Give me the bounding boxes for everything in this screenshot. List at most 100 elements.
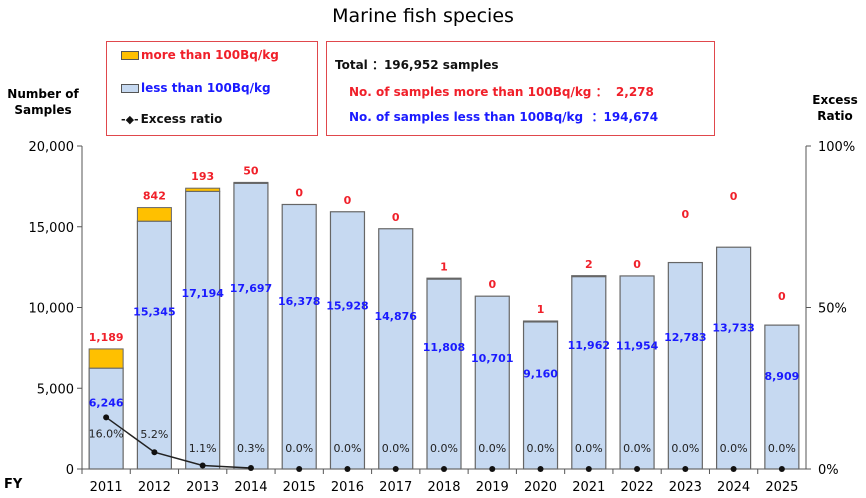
- bar-label-less: 11,962: [568, 339, 610, 352]
- bar-label-less: 17,194: [181, 287, 224, 300]
- bar-more: [233, 181, 269, 184]
- bar-less: [378, 228, 414, 470]
- bar-less: [185, 190, 221, 470]
- bar-label-more: 1: [537, 303, 545, 316]
- legend-swatch-less: [121, 83, 139, 93]
- bar-less: [136, 220, 172, 470]
- bar-label-more: 193: [191, 170, 214, 183]
- bar-label-more: 50: [243, 164, 259, 177]
- bar-more: [185, 187, 221, 192]
- ratio-point: [730, 466, 737, 472]
- y-tick-label: 0: [66, 463, 74, 478]
- ratio-point: [634, 466, 641, 472]
- legend: more than 100Bq/kg less than 100Bq/kg -◆…: [106, 41, 318, 136]
- x-tick-label: 2018: [427, 480, 460, 495]
- ratio-label: 0.0%: [430, 442, 458, 455]
- ratio-label: 0.0%: [382, 442, 410, 455]
- ratio-point: [585, 466, 592, 472]
- x-tick-label: 2019: [476, 480, 509, 495]
- ratio-label: 0.0%: [671, 442, 699, 455]
- bar-less: [281, 203, 317, 470]
- y-axis-label: Number of Samples: [7, 87, 79, 117]
- ratio-point: [537, 466, 544, 472]
- x-tick-label: 2012: [138, 480, 171, 495]
- ratio-point: [199, 462, 206, 469]
- bar-less: [426, 277, 462, 470]
- ratio-point: [344, 466, 351, 472]
- ratio-label: 0.0%: [768, 442, 796, 455]
- bar-label-less: 9,160: [523, 367, 558, 380]
- x-tick-label: 2015: [283, 480, 316, 495]
- ratio-label: 0.0%: [623, 442, 651, 455]
- x-tick-label: 2011: [90, 480, 123, 495]
- summary-more: No. of samples more than 100Bq/kg ： 2,27…: [349, 85, 654, 99]
- bar-less: [667, 261, 703, 470]
- bar-label-more: 2: [585, 258, 593, 271]
- bar-less: [233, 182, 269, 470]
- y-tick-label: 15,000: [29, 221, 75, 236]
- ratio-point: [441, 466, 447, 472]
- bar-label-more: 0: [488, 278, 496, 291]
- y-tick-label: 20,000: [29, 140, 75, 155]
- bar-label-less: 6,246: [89, 396, 124, 409]
- bar-more: [523, 320, 559, 323]
- bar-more: [136, 207, 172, 222]
- bar-label-less: 11,954: [616, 339, 659, 352]
- y-tick-label: 5,000: [37, 382, 74, 397]
- bar-label-more: 0: [633, 258, 641, 271]
- summary-box: Total ：196,952 samples No. of samples mo…: [326, 41, 715, 136]
- bar-less: [474, 295, 510, 470]
- legend-label: more than 100Bq/kg: [141, 48, 279, 62]
- ratio-label: 0.0%: [720, 442, 748, 455]
- bar-less: [571, 275, 607, 470]
- bar-label-more: 0: [682, 208, 690, 221]
- legend-item-more: more than 100Bq/kg: [121, 48, 279, 62]
- bar-label-less: 16,378: [278, 295, 320, 308]
- bar-label-more: 1: [440, 260, 448, 273]
- x-tick-label: 2016: [331, 480, 364, 495]
- legend-item-ratio: -◆- Excess ratio: [121, 112, 222, 126]
- y2-axis-label: Excess Ratio: [812, 93, 858, 123]
- legend-label: Excess ratio: [140, 112, 223, 126]
- bar-more: [426, 277, 462, 280]
- x-tick-label: 2024: [717, 480, 750, 495]
- bar-less: [764, 324, 800, 470]
- x-tick-label: 2013: [186, 480, 219, 495]
- chart-title: Marine fish species: [332, 5, 514, 27]
- ratio-label: 0.0%: [285, 442, 313, 455]
- legend-label: less than 100Bq/kg: [141, 81, 271, 95]
- bar-label-more: 0: [730, 190, 738, 203]
- ratio-label: 16.0%: [89, 427, 124, 440]
- bar-more: [571, 275, 607, 278]
- x-tick-label: 2017: [379, 480, 412, 495]
- bar-label-more: 0: [392, 211, 400, 224]
- summary-less: No. of samples less than 100Bq/kg ：194,6…: [349, 110, 659, 124]
- ratio-label: 0.0%: [478, 442, 506, 455]
- bar-label-more: 0: [778, 290, 786, 303]
- ratio-line: [105, 416, 251, 469]
- bar-label-less: 12,783: [664, 331, 706, 344]
- y2-tick-label: 100%: [818, 140, 855, 155]
- x-axis-label: FY: [4, 477, 23, 492]
- ratio-label: 5.2%: [140, 428, 168, 441]
- bar-label-less: 14,876: [375, 310, 418, 323]
- bar-label-less: 15,345: [133, 305, 175, 318]
- x-tick-label: 2022: [621, 480, 654, 495]
- y2-tick-label: 0%: [818, 463, 839, 478]
- summary-total: Total ：196,952 samples: [335, 58, 499, 72]
- bar-label-less: 15,928: [326, 300, 368, 313]
- ratio-point: [247, 465, 254, 472]
- ratio-point: [682, 466, 689, 472]
- ratio-point: [489, 466, 496, 472]
- legend-swatch-more: [121, 50, 139, 60]
- x-tick-label: 2021: [572, 480, 605, 495]
- y2-tick-label: 50%: [818, 302, 847, 317]
- bar-label-more: 1,189: [89, 331, 124, 344]
- ratio-point: [296, 466, 303, 472]
- x-tick-label: 2014: [234, 480, 267, 495]
- bar-less: [329, 211, 366, 470]
- ratio-point: [103, 414, 110, 421]
- bar-label-less: 13,733: [712, 321, 754, 334]
